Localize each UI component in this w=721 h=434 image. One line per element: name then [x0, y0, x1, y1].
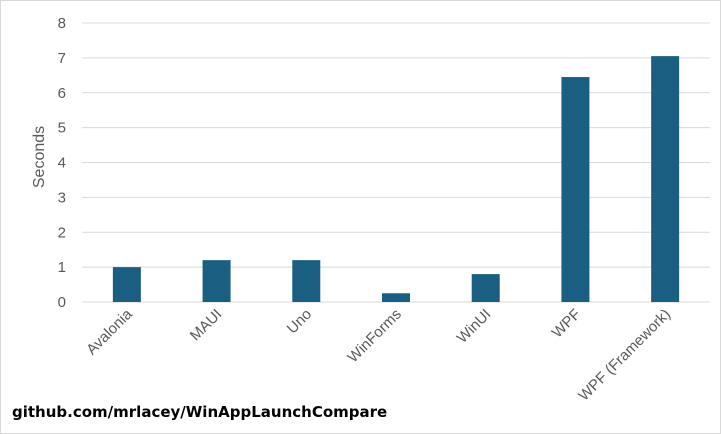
bar-winforms [382, 293, 410, 302]
y-tick-label: 2 [58, 224, 66, 241]
source-note: github.com/mrlacey/WinAppLaunchCompare [12, 403, 388, 421]
x-tick-label: MAUI [187, 306, 226, 345]
gridlines [82, 22, 710, 303]
x-tick-label: Avalonia [83, 305, 136, 358]
bar-avalonia [112, 267, 141, 302]
y-axis-title: Seconds [31, 126, 48, 188]
y-tick-label: 0 [58, 294, 66, 311]
bar-winui [471, 274, 500, 302]
bar-uno [292, 260, 321, 302]
y-tick-label: 8 [58, 15, 66, 32]
x-tick-label: WPF [549, 306, 585, 342]
bar-wpf-framework [651, 56, 680, 302]
y-tick-label: 6 [58, 85, 66, 102]
y-tick-label: 1 [58, 259, 66, 276]
x-tick-label: WinForms [344, 306, 404, 366]
y-tick-label: 4 [58, 155, 66, 172]
x-tick-label: Uno [284, 306, 315, 337]
y-tick-label: 3 [58, 189, 66, 206]
x-tick-label: WPF (Framework) [575, 306, 674, 405]
y-tick-label: 7 [58, 50, 66, 67]
bar-wpf [561, 77, 590, 303]
y-tick-label: 5 [58, 120, 66, 137]
x-tick-label: WinUI [454, 306, 495, 347]
bars [112, 56, 680, 303]
bar-maui [202, 260, 231, 302]
y-axis-ticks: 0 1 2 3 4 5 6 7 8 [58, 15, 66, 311]
